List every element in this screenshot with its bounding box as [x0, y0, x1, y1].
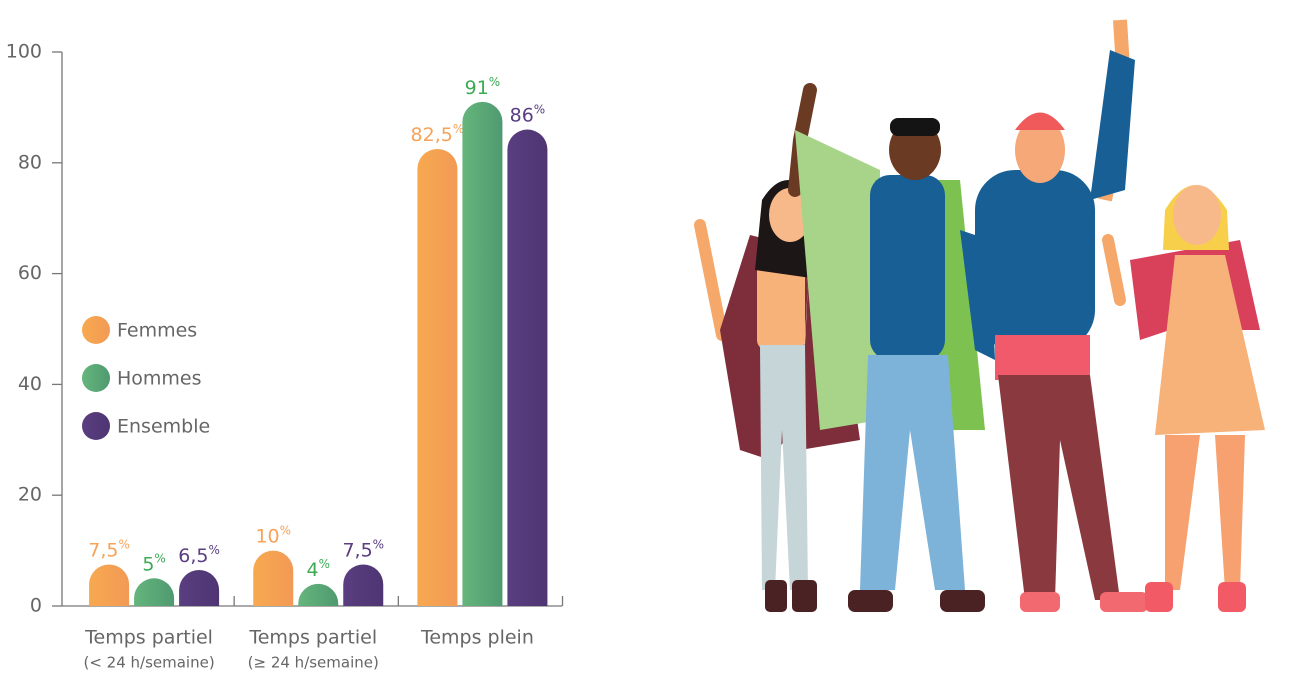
x-tick-sublabel: (≥ 24 h/semaine) — [248, 654, 379, 672]
y-tick-label: 80 — [18, 151, 42, 173]
value-label-unit: % — [280, 523, 291, 537]
value-label-unit: % — [319, 556, 330, 570]
value-label-unit: % — [208, 542, 219, 556]
value-label-number: 6,5 — [178, 544, 208, 566]
y-tick-label: 100 — [6, 41, 42, 63]
value-label-unit: % — [373, 537, 384, 551]
value-label-number: 10 — [255, 525, 279, 547]
value-label-number: 82,5 — [411, 123, 453, 145]
legend-label: Femmes — [117, 320, 197, 342]
value-label-number: 4 — [307, 558, 319, 580]
value-label: 10% — [255, 523, 291, 547]
value-label: 7,5% — [88, 537, 130, 561]
value-label-unit: % — [453, 121, 464, 135]
value-label: 82,5% — [411, 121, 465, 145]
bar — [462, 101, 503, 607]
x-tick-label: Temps plein — [420, 627, 534, 649]
value-label-unit: % — [489, 74, 500, 88]
bar — [253, 550, 294, 606]
value-label: 7,5% — [342, 537, 384, 561]
bar — [134, 578, 175, 606]
legend-swatch — [82, 364, 110, 392]
legend-swatch — [82, 412, 110, 440]
value-label-number: 5 — [142, 553, 154, 575]
legend-swatch — [82, 316, 110, 344]
bar — [507, 129, 548, 606]
chart: 0 20 40 60 80 100 Temps partiel (< 24 h/semaine… — [6, 41, 564, 672]
value-label-unit: % — [118, 537, 129, 551]
value-label-unit: % — [534, 102, 545, 116]
value-label: 4% — [307, 556, 331, 580]
value-label-number: 86 — [510, 104, 534, 126]
value-label-unit: % — [154, 551, 165, 565]
y-tick-label: 60 — [18, 262, 42, 284]
illustration — [694, 19, 1265, 612]
value-label-number: 7,5 — [342, 539, 372, 561]
bar — [298, 583, 339, 606]
y-tick-label: 40 — [18, 373, 42, 395]
value-label: 86% — [510, 102, 546, 126]
value-label: 6,5% — [178, 542, 220, 566]
value-label-number: 7,5 — [88, 539, 118, 561]
bar — [417, 148, 458, 606]
bar — [89, 564, 130, 606]
value-label-number: 91 — [465, 76, 489, 98]
x-tick-sublabel: (< 24 h/semaine) — [83, 654, 214, 672]
bar — [343, 564, 384, 606]
x-tick-label: Temps partiel — [248, 627, 377, 649]
y-tick-label: 20 — [18, 484, 42, 506]
legend-label: Ensemble — [117, 416, 210, 438]
value-label: 91% — [465, 74, 501, 98]
y-tick-label: 0 — [30, 595, 42, 617]
value-label: 5% — [142, 551, 166, 575]
x-tick-label: Temps partiel — [84, 627, 213, 649]
bar — [179, 569, 220, 606]
legend-label: Hommes — [117, 368, 202, 390]
